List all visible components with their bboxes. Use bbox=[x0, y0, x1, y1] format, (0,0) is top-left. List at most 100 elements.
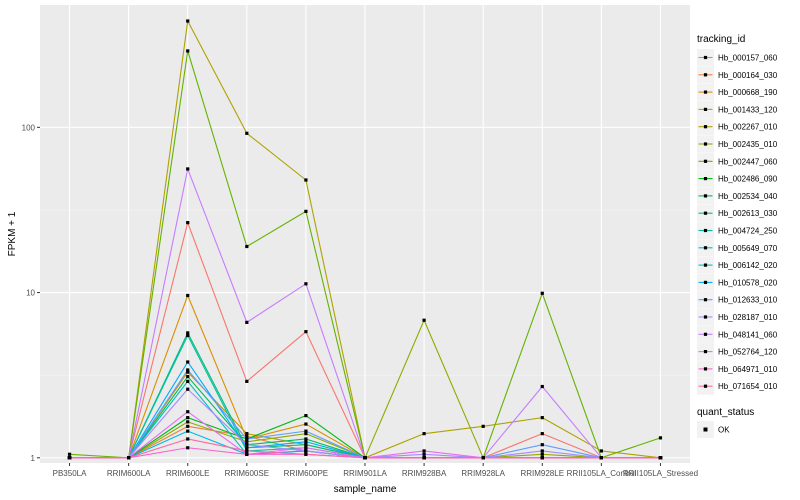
legend-tracking-id: tracking_id Hb_000157_060Hb_000164_030Hb… bbox=[697, 34, 778, 395]
x-tick-label: RRIM600SE bbox=[225, 469, 269, 478]
data-point bbox=[363, 456, 367, 460]
data-point bbox=[245, 437, 249, 441]
legend-quant-label: OK bbox=[718, 426, 730, 435]
legend-label: Hb_000157_060 bbox=[718, 54, 778, 63]
data-point bbox=[186, 331, 190, 335]
data-point bbox=[422, 452, 426, 456]
data-point bbox=[186, 49, 190, 53]
data-point bbox=[304, 443, 308, 447]
legend-items: Hb_000157_060 Hb_000164_030 Hb_000668_190 H… bbox=[697, 49, 778, 395]
data-point bbox=[658, 436, 663, 440]
data-point bbox=[186, 446, 190, 450]
data-point bbox=[186, 333, 190, 338]
data-point bbox=[422, 449, 426, 453]
data-point bbox=[481, 424, 485, 428]
data-point bbox=[304, 330, 308, 334]
data-point bbox=[245, 131, 249, 135]
data-point bbox=[422, 456, 426, 460]
legend-quant-point bbox=[703, 427, 708, 432]
legend-key-point bbox=[703, 107, 708, 111]
x-tick-label: RRIM600LE bbox=[166, 469, 210, 478]
legend-label: Hb_002534_040 bbox=[718, 192, 778, 201]
data-point bbox=[67, 452, 72, 456]
data-point bbox=[304, 452, 308, 456]
data-point bbox=[304, 449, 308, 453]
legend-label: Hb_012633_010 bbox=[718, 296, 778, 305]
data-point bbox=[186, 167, 190, 171]
legend-key-point bbox=[703, 298, 708, 302]
data-point bbox=[304, 429, 308, 433]
legend-label: Hb_002613_030 bbox=[718, 209, 778, 218]
data-point bbox=[304, 446, 308, 450]
x-axis: PB350LA RRIM600LA RRIM600LE RRIM600SE RRIM60… bbox=[53, 463, 698, 478]
data-point bbox=[245, 440, 249, 444]
legend-quant-title: quant_status bbox=[697, 407, 754, 418]
legend-label: Hb_002267_010 bbox=[718, 123, 778, 132]
legend-key-point bbox=[703, 332, 708, 336]
legend-key-point bbox=[703, 73, 708, 77]
data-point bbox=[540, 384, 544, 389]
legend-label: Hb_002447_060 bbox=[718, 157, 778, 166]
legend-key-point bbox=[703, 246, 708, 250]
data-point bbox=[245, 434, 249, 438]
data-point bbox=[67, 456, 72, 460]
legend-key-point bbox=[703, 384, 708, 388]
legend-label: Hb_002486_090 bbox=[718, 175, 778, 184]
data-point bbox=[186, 416, 190, 420]
legend-title: tracking_id bbox=[697, 34, 745, 45]
legend-label: Hb_048141_060 bbox=[718, 330, 778, 339]
data-point bbox=[245, 432, 249, 436]
data-point bbox=[481, 456, 485, 460]
data-point bbox=[245, 244, 249, 249]
data-point bbox=[304, 209, 308, 213]
legend-key-point bbox=[703, 125, 708, 129]
legend-key-point bbox=[703, 211, 708, 215]
legend-key-point bbox=[703, 194, 708, 198]
data-point bbox=[186, 420, 190, 424]
data-point bbox=[245, 379, 249, 383]
data-point bbox=[186, 293, 190, 298]
legend-label: Hb_000668_190 bbox=[718, 88, 778, 97]
legend-key-point bbox=[703, 315, 708, 319]
x-tick-label: RRIM928LA bbox=[461, 469, 505, 478]
x-tick-label: RRIM600PE bbox=[284, 469, 328, 478]
x-tick-label: PB350LA bbox=[53, 469, 87, 478]
legend-label: Hb_010578_020 bbox=[718, 278, 778, 287]
x-tick-label: RRIM600LA bbox=[107, 469, 151, 478]
legend-key-point bbox=[703, 228, 708, 233]
data-point bbox=[540, 291, 544, 295]
data-point bbox=[245, 449, 249, 453]
legend-key-point bbox=[703, 263, 708, 267]
data-point bbox=[540, 452, 544, 456]
data-point bbox=[599, 456, 603, 460]
data-point bbox=[186, 221, 190, 225]
legend-key-point bbox=[703, 142, 708, 146]
data-point bbox=[304, 440, 308, 444]
legend-label: Hb_006142_020 bbox=[718, 261, 778, 270]
legend-key-point bbox=[703, 367, 708, 371]
data-point bbox=[127, 456, 131, 460]
legend-label: Hb_000164_030 bbox=[718, 71, 778, 80]
legend-label: Hb_028187_010 bbox=[718, 313, 778, 322]
x-tick-label: RRII105LA_Control bbox=[567, 469, 637, 478]
legend-key-point bbox=[703, 90, 708, 94]
data-point bbox=[304, 432, 308, 436]
data-point bbox=[186, 387, 190, 391]
legend-label: Hb_005649_070 bbox=[718, 244, 778, 253]
data-point bbox=[304, 178, 308, 182]
y-tick-label: 100 bbox=[22, 123, 36, 132]
data-point bbox=[245, 452, 249, 456]
data-point bbox=[245, 320, 249, 324]
data-point bbox=[186, 429, 190, 433]
data-point bbox=[304, 422, 308, 426]
x-tick-label: RRIM928LE bbox=[520, 469, 564, 478]
x-axis-title: sample_name bbox=[334, 484, 397, 495]
data-point bbox=[186, 437, 190, 441]
x-tick-label: RRII105LA_Stressed bbox=[623, 469, 698, 478]
legend-key-point bbox=[703, 177, 708, 181]
legend-label: Hb_004724_250 bbox=[718, 227, 778, 236]
data-point bbox=[658, 456, 663, 460]
data-point bbox=[540, 449, 544, 453]
data-point bbox=[304, 414, 308, 418]
